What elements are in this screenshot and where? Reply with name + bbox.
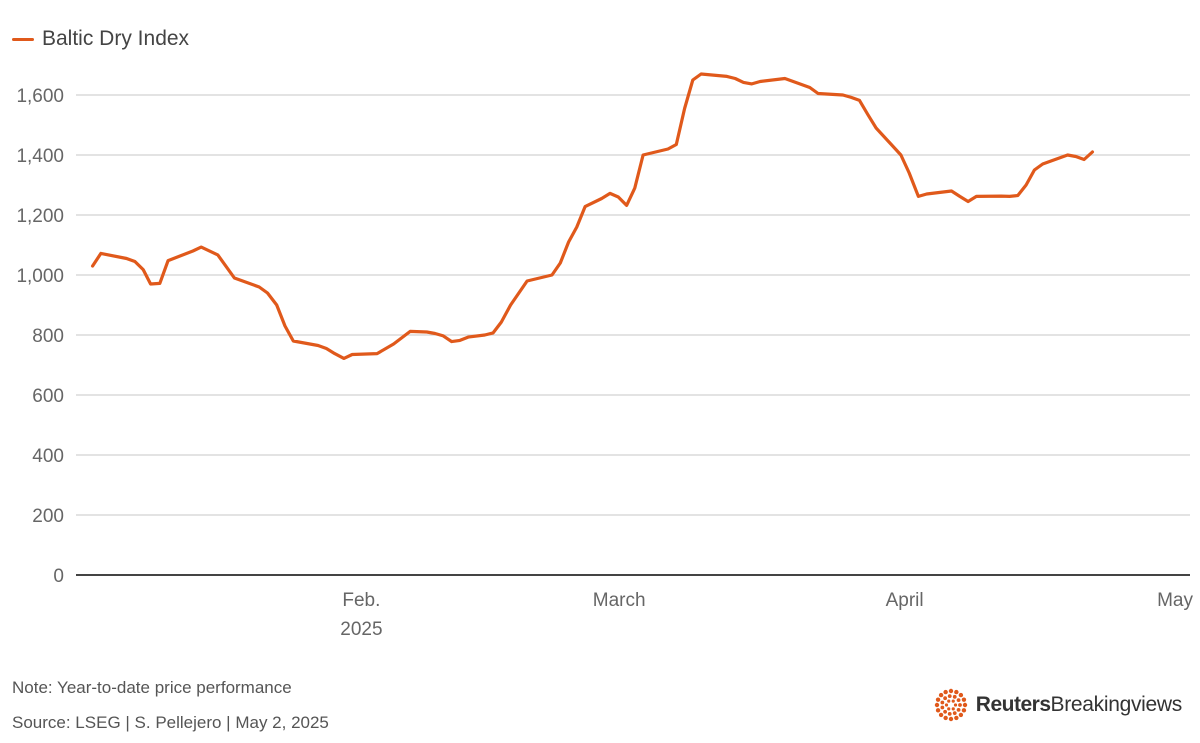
line-chart: 0 200 400 600 800 1,000 1,200 1,400 1,600 Feb. 20… bbox=[16, 72, 1193, 640]
y-tick-label: 1,400 bbox=[16, 146, 64, 167]
x-tick-sublabel: 2025 bbox=[340, 619, 382, 640]
brand-icon-dot bbox=[943, 715, 948, 721]
brand-icon-dot bbox=[957, 703, 962, 707]
brand-icon-dot bbox=[947, 694, 952, 698]
y-tick-label: 1,600 bbox=[16, 86, 64, 107]
brand-icon-dot bbox=[951, 707, 955, 711]
brand-icon-dot bbox=[947, 712, 952, 716]
chart-source: Source: LSEG | S. Pellejero | May 2, 202… bbox=[12, 713, 329, 732]
brand-icon-dot bbox=[935, 708, 941, 713]
brand-icon-dot bbox=[958, 712, 963, 718]
brand-icon-dot bbox=[944, 703, 948, 707]
series-layer bbox=[91, 72, 1094, 360]
x-axis-ticks: Feb. 2025 March April May bbox=[340, 590, 1193, 640]
brand-icon-dot bbox=[938, 712, 944, 718]
y-tick-label: 1,200 bbox=[16, 206, 64, 227]
reuters-dot-circle-icon bbox=[934, 688, 967, 722]
brand-icon-dot bbox=[952, 711, 957, 716]
brand-icon-dot bbox=[953, 715, 959, 721]
x-tick-label: May bbox=[1157, 590, 1193, 611]
brand-icon-dot bbox=[952, 694, 957, 699]
brand-name-bold: Reuters bbox=[975, 693, 1051, 716]
brand-icon-dot bbox=[962, 702, 967, 708]
y-tick-label: 600 bbox=[32, 386, 64, 407]
brand-icon-dot bbox=[953, 689, 959, 695]
brand-icon-dot bbox=[948, 688, 953, 694]
brand-icon-dot bbox=[940, 705, 945, 710]
brand-icon-dot bbox=[938, 692, 944, 698]
brand-icon-dot bbox=[958, 692, 963, 698]
brand-name-light: Breakingviews bbox=[1050, 693, 1183, 716]
brand-icon-dot bbox=[961, 697, 966, 702]
brand-icon-dot bbox=[946, 699, 951, 703]
brand-logo: ReutersBreakingviews bbox=[934, 688, 1182, 722]
x-tick-label: April bbox=[886, 590, 924, 611]
brand-icon-dot bbox=[935, 697, 941, 702]
brand-icon-dot bbox=[953, 703, 957, 707]
brand-icon-dot bbox=[934, 702, 939, 708]
brand-icon-dot bbox=[948, 716, 953, 722]
legend-label: Baltic Dry Index bbox=[42, 27, 190, 50]
legend-swatch bbox=[12, 37, 34, 41]
y-tick-label: 200 bbox=[32, 506, 64, 527]
brand-icon-dot bbox=[940, 700, 945, 705]
y-tick-label: 0 bbox=[53, 566, 64, 587]
brand-icon-dot bbox=[946, 707, 951, 711]
brand-icon-dot bbox=[943, 709, 947, 714]
series-line-baltic-dry-index bbox=[91, 72, 1094, 360]
y-tick-label: 1,000 bbox=[16, 266, 64, 287]
brand-icon-dot bbox=[943, 689, 948, 695]
chart-note: Note: Year-to-date price performance bbox=[12, 678, 292, 697]
x-tick-label: Feb. bbox=[342, 590, 380, 611]
brand-icon-dot bbox=[956, 707, 961, 712]
legend: Baltic Dry Index bbox=[12, 27, 189, 51]
brand-icon-dot bbox=[951, 699, 955, 703]
gridlines bbox=[76, 94, 1190, 576]
x-tick-label: March bbox=[593, 590, 646, 611]
brand-icon-dot bbox=[956, 698, 961, 703]
y-axis-ticks: 0 200 400 600 800 1,000 1,200 1,400 1,600 bbox=[16, 86, 64, 587]
y-tick-label: 800 bbox=[32, 326, 64, 347]
brand-icon-dot bbox=[943, 696, 947, 701]
brand-icon-dot bbox=[961, 708, 966, 713]
y-tick-label: 400 bbox=[32, 446, 64, 467]
